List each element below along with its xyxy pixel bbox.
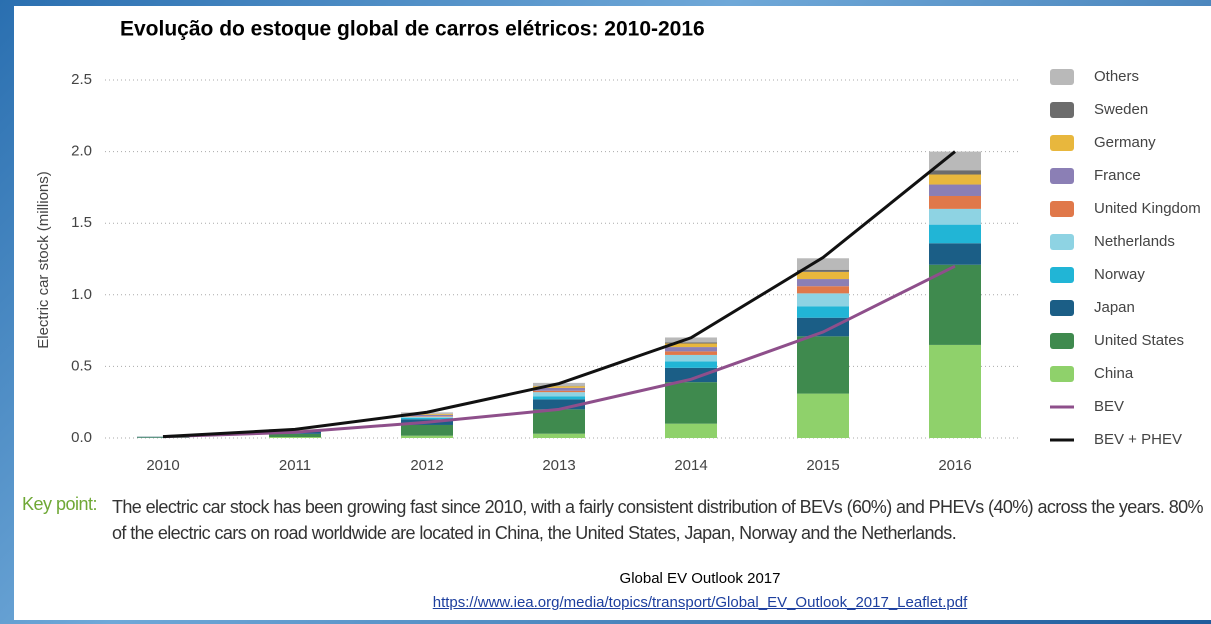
bar-segment xyxy=(665,343,717,348)
y-tick-label: 1.5 xyxy=(71,214,92,231)
bar-segment xyxy=(929,264,981,345)
bar-segment xyxy=(929,170,981,175)
bar-segment xyxy=(401,416,453,417)
bar-segment xyxy=(665,361,717,368)
bar-segment xyxy=(665,351,717,355)
panel xyxy=(14,6,1211,620)
bar-segment xyxy=(665,354,717,362)
bar-segment xyxy=(665,337,717,343)
bar-segment xyxy=(533,396,585,400)
chart: Evolução do estoque global de carros elé… xyxy=(35,18,1201,474)
legend-label: Netherlands xyxy=(1094,233,1175,250)
bar-segment xyxy=(401,435,453,438)
line xyxy=(162,264,956,439)
legend-label: Germany xyxy=(1094,134,1156,151)
legend-swatch xyxy=(1050,102,1074,118)
source: Global EV Outlook 2017 xyxy=(619,570,781,587)
x-tick-label: 2012 xyxy=(410,457,443,474)
y-tick-label: 2.0 xyxy=(71,143,92,160)
bar-segment xyxy=(929,174,981,185)
bar-segment xyxy=(533,386,585,388)
bar-segment xyxy=(929,195,981,209)
bar-segment xyxy=(797,293,849,307)
bar-segment xyxy=(797,271,849,280)
bar-segment xyxy=(665,367,717,383)
bar-segment xyxy=(269,436,321,438)
legend-swatch xyxy=(1050,168,1074,184)
bar-segment xyxy=(401,416,453,418)
legend-swatch xyxy=(1050,366,1074,382)
key-point: The electric car stock has been growing … xyxy=(112,497,1204,543)
x-tick-label: 2013 xyxy=(542,457,575,474)
bar-segment xyxy=(929,151,981,171)
bar-segment xyxy=(533,409,585,434)
legend-label: Japan xyxy=(1094,299,1135,316)
line xyxy=(162,150,956,439)
bar-segment xyxy=(533,390,585,393)
legend-swatch xyxy=(1050,135,1074,151)
bar-segment xyxy=(401,414,453,417)
x-tick-label: 2011 xyxy=(279,457,311,474)
y-tick-label: 0.0 xyxy=(71,429,92,446)
legend-label: China xyxy=(1094,365,1134,382)
bar-segment xyxy=(665,342,717,344)
legend-swatch xyxy=(1050,69,1074,85)
bar-segment xyxy=(665,347,717,352)
bar-segment xyxy=(929,344,981,438)
legend-label: France xyxy=(1094,167,1141,184)
chart-title: Evolução do estoque global de carros elé… xyxy=(120,18,705,41)
y-tick-label: 0.5 xyxy=(71,357,92,374)
bar-segment xyxy=(401,417,453,420)
bar-segment xyxy=(797,393,849,438)
legend-label: Sweden xyxy=(1094,101,1148,118)
bar-segment xyxy=(797,286,849,294)
legend-label: BEV + PHEV xyxy=(1094,431,1182,448)
legend-label: Norway xyxy=(1094,266,1145,283)
key-point-label: Key point: xyxy=(22,494,98,514)
bar-segment xyxy=(797,258,849,270)
bar-segment xyxy=(929,224,981,244)
legend-label: Others xyxy=(1094,68,1139,85)
source-link[interactable]: https://www.iea.org/media/topics/transpo… xyxy=(432,594,968,611)
bar-segment xyxy=(533,392,585,397)
x-tick-label: 2016 xyxy=(938,457,971,474)
bar-segment xyxy=(533,387,585,391)
bar-segment xyxy=(797,279,849,287)
legend-swatch xyxy=(1050,234,1074,250)
legend-label: United Kingdom xyxy=(1094,200,1201,217)
bar-segment xyxy=(665,423,717,438)
bar-segment xyxy=(929,208,981,225)
legend-swatch xyxy=(1050,333,1074,349)
bar-segment xyxy=(401,424,453,436)
bar-segment xyxy=(929,184,981,196)
legend-label: United States xyxy=(1094,332,1184,349)
y-axis-label: Electric car stock (millions) xyxy=(35,171,52,349)
y-tick-label: 2.5 xyxy=(71,71,92,88)
legend-swatch xyxy=(1050,300,1074,316)
bar-segment xyxy=(797,269,849,272)
legend-label: BEV xyxy=(1094,398,1124,415)
legend-swatch xyxy=(1050,201,1074,217)
legend-swatch xyxy=(1050,267,1074,283)
bar-segment xyxy=(797,336,849,394)
bar-segment xyxy=(929,243,981,265)
x-tick-label: 2015 xyxy=(806,457,839,474)
x-tick-label: 2014 xyxy=(674,457,707,474)
bar-segment xyxy=(137,437,189,438)
bar-segment xyxy=(797,306,849,318)
bar-segment xyxy=(665,382,717,424)
y-tick-label: 1.0 xyxy=(71,286,92,303)
bar-segment xyxy=(533,399,585,410)
bar-segment xyxy=(797,317,849,337)
bar-segment xyxy=(401,413,453,415)
bar-segment xyxy=(533,433,585,438)
x-tick-label: 2010 xyxy=(146,457,179,474)
bar-segment xyxy=(269,433,321,437)
